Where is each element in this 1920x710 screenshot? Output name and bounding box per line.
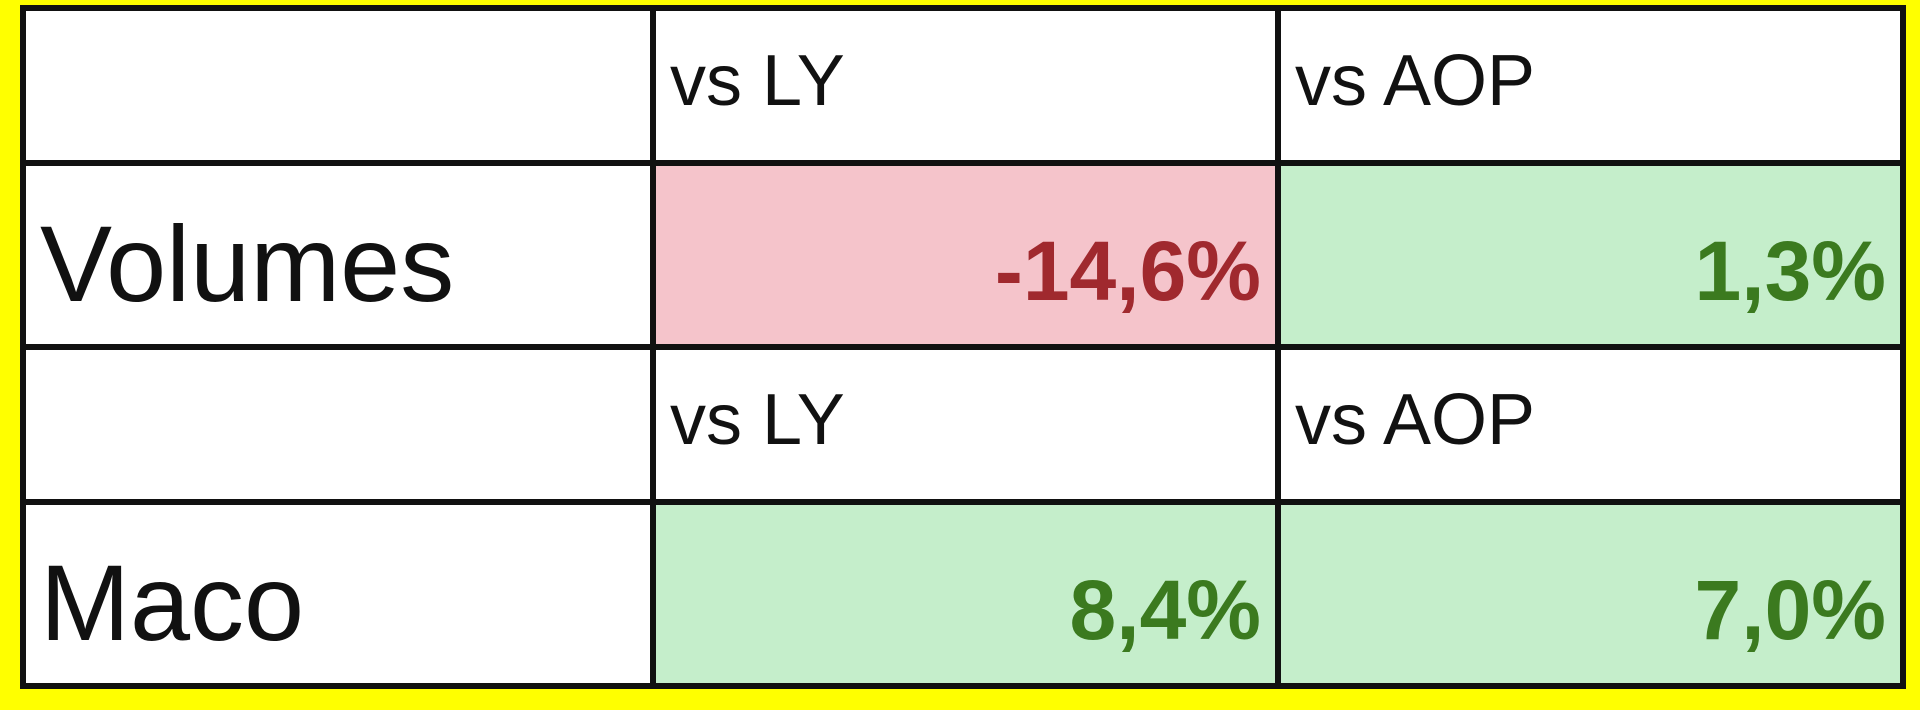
kpi-table: vs LY vs AOP Volumes -14,6% 1,3% vs LY v… [20, 4, 1906, 689]
row-label: Volumes [20, 160, 656, 350]
value-cell: 7,0% [1275, 499, 1906, 689]
column-header: vs AOP [1275, 4, 1906, 167]
data-row: Maco 8,4% 7,0% [20, 499, 1906, 689]
empty-cell [20, 4, 656, 167]
data-row: Volumes -14,6% 1,3% [20, 160, 1906, 350]
column-header: vs LY [650, 343, 1281, 506]
value-cell: -14,6% [650, 160, 1281, 350]
value-cell: 1,3% [1275, 160, 1906, 350]
column-header: vs LY [650, 4, 1281, 167]
header-row: vs LY vs AOP [20, 343, 1906, 506]
empty-cell [20, 343, 656, 506]
row-label: Maco [20, 499, 656, 689]
value-cell: 8,4% [650, 499, 1281, 689]
header-row: vs LY vs AOP [20, 4, 1906, 167]
column-header: vs AOP [1275, 343, 1906, 506]
